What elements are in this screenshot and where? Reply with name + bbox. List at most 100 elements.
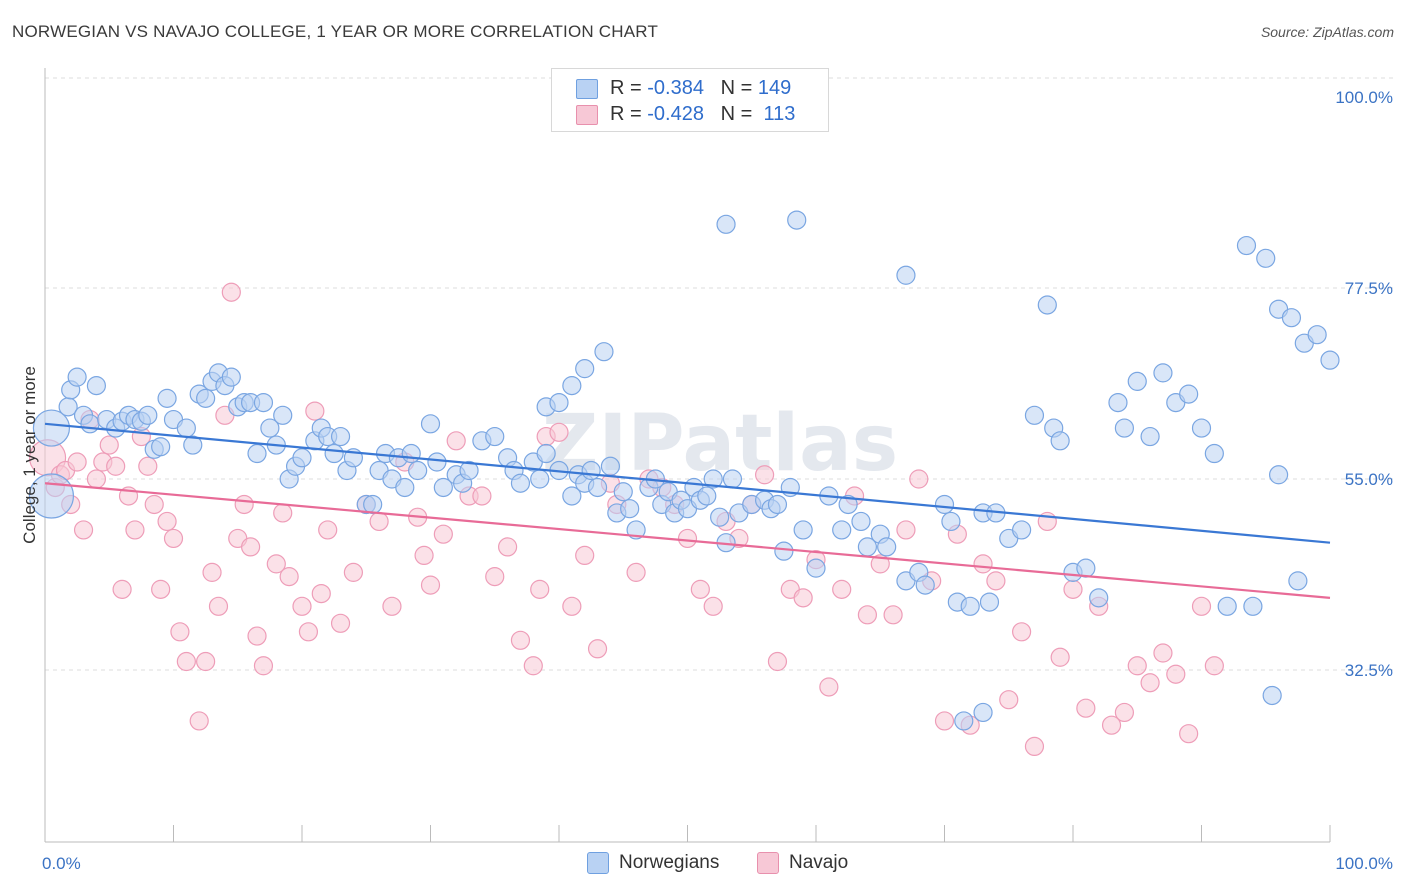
- norwegian-point: [562, 376, 582, 396]
- norwegian-point: [613, 482, 633, 502]
- navajo-point: [241, 537, 261, 557]
- legend-r-label: R =: [610, 103, 642, 125]
- navajo-point: [703, 596, 723, 616]
- navajo-point: [754, 465, 775, 485]
- navajo-point: [196, 651, 216, 672]
- bottom-legend-norwegians: Norwegians: [587, 852, 719, 874]
- norwegian-point: [581, 460, 601, 481]
- navajo-point: [575, 545, 595, 566]
- navajo-point: [234, 494, 254, 515]
- navajo-point: [1127, 656, 1147, 676]
- norwegian-point: [247, 443, 267, 464]
- norwegian-point: [151, 437, 171, 457]
- y-tick-label: 100.0%: [1335, 88, 1393, 107]
- norwegian-point: [562, 486, 582, 506]
- norwegian-point: [722, 469, 743, 489]
- navajo-point: [221, 282, 241, 302]
- navajo-point: [1191, 596, 1212, 616]
- navajo-point: [292, 596, 312, 616]
- navajo-point: [498, 537, 518, 557]
- norwegian-point: [485, 426, 505, 447]
- norwegian-point: [510, 473, 531, 493]
- navajo-point: [1076, 698, 1096, 718]
- grid-lines: [45, 77, 1393, 671]
- norwegian-point: [80, 414, 100, 434]
- navajo-point: [523, 656, 543, 676]
- navajo-point: [446, 431, 466, 451]
- x-tick-label: 0.0%: [42, 854, 81, 873]
- norwegian-point: [787, 210, 807, 230]
- norwegian-point: [459, 460, 479, 481]
- navajo-point: [934, 711, 955, 731]
- norwegian-point: [1288, 571, 1308, 591]
- norwegian-point: [260, 418, 280, 438]
- norwegian-point: [793, 520, 813, 540]
- norwegian-point: [157, 388, 177, 408]
- chart-title: NORWEGIAN VS NAVAJO COLLEGE, 1 YEAR OR M…: [12, 22, 659, 41]
- norwegian-point: [838, 494, 858, 515]
- navajo-point: [67, 452, 87, 472]
- navajo-point: [832, 579, 852, 599]
- y-tick-label: 77.5%: [1345, 279, 1393, 298]
- norwegian-point: [1037, 295, 1057, 315]
- norwegian-point: [626, 520, 646, 540]
- norwegian-point: [1050, 431, 1070, 451]
- navajo-point: [549, 422, 569, 442]
- legend: R = -0.384 N = 149 R = -0.428 N = 113: [551, 68, 829, 132]
- navajo-trend-line: [44, 482, 1331, 599]
- navajo-point: [305, 401, 325, 421]
- norwegian-point: [408, 460, 428, 481]
- norwegian-point: [433, 477, 453, 498]
- navajo-point: [125, 520, 145, 540]
- navajo-point: [1166, 664, 1186, 684]
- norwegian-point: [1268, 465, 1289, 485]
- navajo-point: [1050, 647, 1070, 667]
- navajo-point: [163, 528, 184, 549]
- navajo-point: [382, 596, 402, 616]
- bottom-legend-label: Norwegians: [619, 852, 720, 874]
- norwegian-point: [86, 376, 107, 396]
- navajo-point: [1179, 724, 1199, 744]
- legend-r-value: -0.384: [647, 77, 704, 99]
- navajo-point: [279, 567, 299, 587]
- navajo-point: [433, 524, 453, 544]
- navajo-point: [896, 520, 916, 540]
- y-tick-label: 32.5%: [1345, 661, 1393, 680]
- legend-r-label: R =: [610, 77, 642, 99]
- norwegian-point: [896, 265, 916, 285]
- navajo-point: [151, 579, 171, 599]
- source-label: Source: ZipAtlas.com: [1260, 24, 1394, 40]
- navajo-point: [330, 613, 351, 633]
- navajo-point: [106, 456, 126, 476]
- norwegian-point: [253, 393, 274, 413]
- navajo-point: [208, 596, 229, 616]
- norwegian-point: [620, 499, 640, 519]
- norwegian-point: [176, 418, 196, 438]
- y-axis-label: College, 1 year or more: [20, 366, 39, 544]
- norwegian-point: [221, 367, 241, 387]
- navajo-point: [909, 469, 929, 489]
- norwegian-point: [973, 702, 993, 723]
- norwegian-point: [395, 477, 415, 498]
- navajo-point: [157, 511, 177, 532]
- norwegian-point: [1153, 363, 1173, 383]
- navajo-point: [485, 567, 505, 587]
- norwegian-point: [1217, 596, 1237, 616]
- navajo-point: [112, 579, 132, 599]
- navajo-point: [1101, 715, 1122, 735]
- navajo-point: [298, 622, 319, 642]
- navajo-point: [587, 639, 608, 659]
- norwegian-point: [292, 448, 312, 468]
- norwegian-point: [138, 405, 158, 425]
- norwegian-point: [697, 486, 717, 506]
- norwegian-point: [1024, 405, 1045, 425]
- navajo-point: [767, 651, 788, 672]
- norwegian-point: [941, 511, 961, 532]
- navajo-point: [420, 575, 441, 595]
- norwegian-point: [1307, 325, 1327, 345]
- norwegian-point: [1114, 418, 1135, 438]
- legend-n-label: N =: [720, 77, 753, 99]
- bottom-legend-label: Navajo: [789, 852, 849, 874]
- legend-n-value: 149: [757, 77, 792, 99]
- navajo-point: [311, 583, 331, 604]
